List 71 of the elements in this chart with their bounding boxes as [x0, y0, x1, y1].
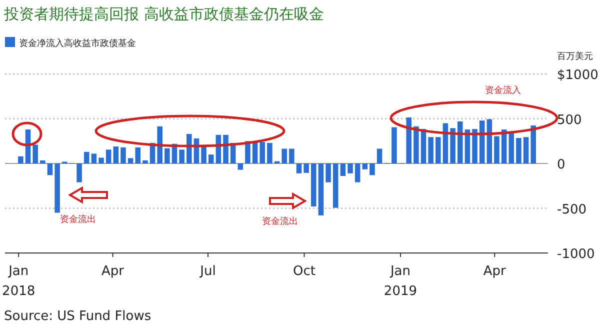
- bar: [304, 164, 309, 173]
- legend-label: 资金净流入高收益市政债基金: [19, 38, 136, 49]
- y-tick-label: $1000: [557, 68, 598, 83]
- bar: [516, 138, 522, 164]
- bar: [289, 148, 294, 164]
- bar: [47, 164, 53, 176]
- bar: [120, 147, 126, 164]
- bar: [113, 146, 119, 164]
- y-axis-title: 百万美元: [557, 51, 593, 62]
- bar: [442, 123, 448, 164]
- bar: [142, 160, 148, 164]
- bar: [282, 148, 287, 164]
- bar: [260, 142, 266, 164]
- annotation: 资金流出: [60, 214, 96, 225]
- bar: [238, 164, 244, 170]
- annotation: 资金流入: [485, 85, 521, 96]
- bar: [392, 127, 397, 164]
- bar: [32, 144, 38, 164]
- source-note: Source: US Fund Flows: [4, 309, 152, 324]
- x-tick-label: Jan 2019: [384, 264, 418, 299]
- bar: [406, 117, 412, 164]
- bar: [201, 146, 206, 164]
- bar: [267, 142, 272, 164]
- bar: [457, 121, 463, 164]
- bar: [98, 158, 104, 164]
- x-tick-label: Apr: [102, 264, 125, 279]
- y-tick-label: -1000: [557, 247, 595, 262]
- bar: [54, 164, 60, 213]
- bar: [376, 148, 382, 164]
- bar: [296, 164, 302, 174]
- chart-title: 投资者期待提高回报 高收益市政债基金仍在吸金: [3, 5, 324, 23]
- bar: [76, 164, 82, 182]
- bar: [370, 164, 375, 176]
- bar: [157, 126, 162, 164]
- bar: [436, 137, 441, 164]
- bar: [414, 126, 419, 164]
- bar: [311, 164, 316, 206]
- bar: [354, 164, 360, 182]
- bar: [164, 148, 170, 164]
- bar: [40, 160, 46, 164]
- bar: [91, 154, 97, 164]
- bar: [428, 137, 434, 164]
- bar: [332, 164, 338, 208]
- annotation: 资金流出: [262, 216, 298, 227]
- bar: [362, 164, 368, 170]
- bar: [135, 147, 141, 164]
- bar: [128, 158, 134, 164]
- bar: [223, 134, 228, 164]
- bar: [348, 164, 353, 174]
- bar: [486, 119, 492, 164]
- bar: [84, 152, 90, 164]
- bar: [208, 154, 214, 164]
- bar: [523, 137, 529, 164]
- y-tick-label: 0: [557, 158, 566, 172]
- y-tick-label: 500: [557, 112, 582, 128]
- x-tick-label: Jan 2018: [2, 264, 36, 299]
- bar: [106, 150, 112, 164]
- x-tick-label: Jul: [199, 264, 216, 279]
- bar: [508, 133, 514, 164]
- bar: [340, 164, 346, 176]
- bar: [326, 164, 331, 182]
- bar: [18, 156, 24, 164]
- bar: [530, 125, 536, 164]
- bar: [318, 164, 324, 216]
- bar: [179, 150, 184, 164]
- y-tick-label: -500: [557, 202, 587, 218]
- bar: [494, 136, 500, 164]
- bar: [450, 128, 456, 164]
- x-tick-label: Apr: [483, 264, 507, 279]
- x-tick-label: Oct: [292, 264, 316, 279]
- bar: [472, 129, 478, 164]
